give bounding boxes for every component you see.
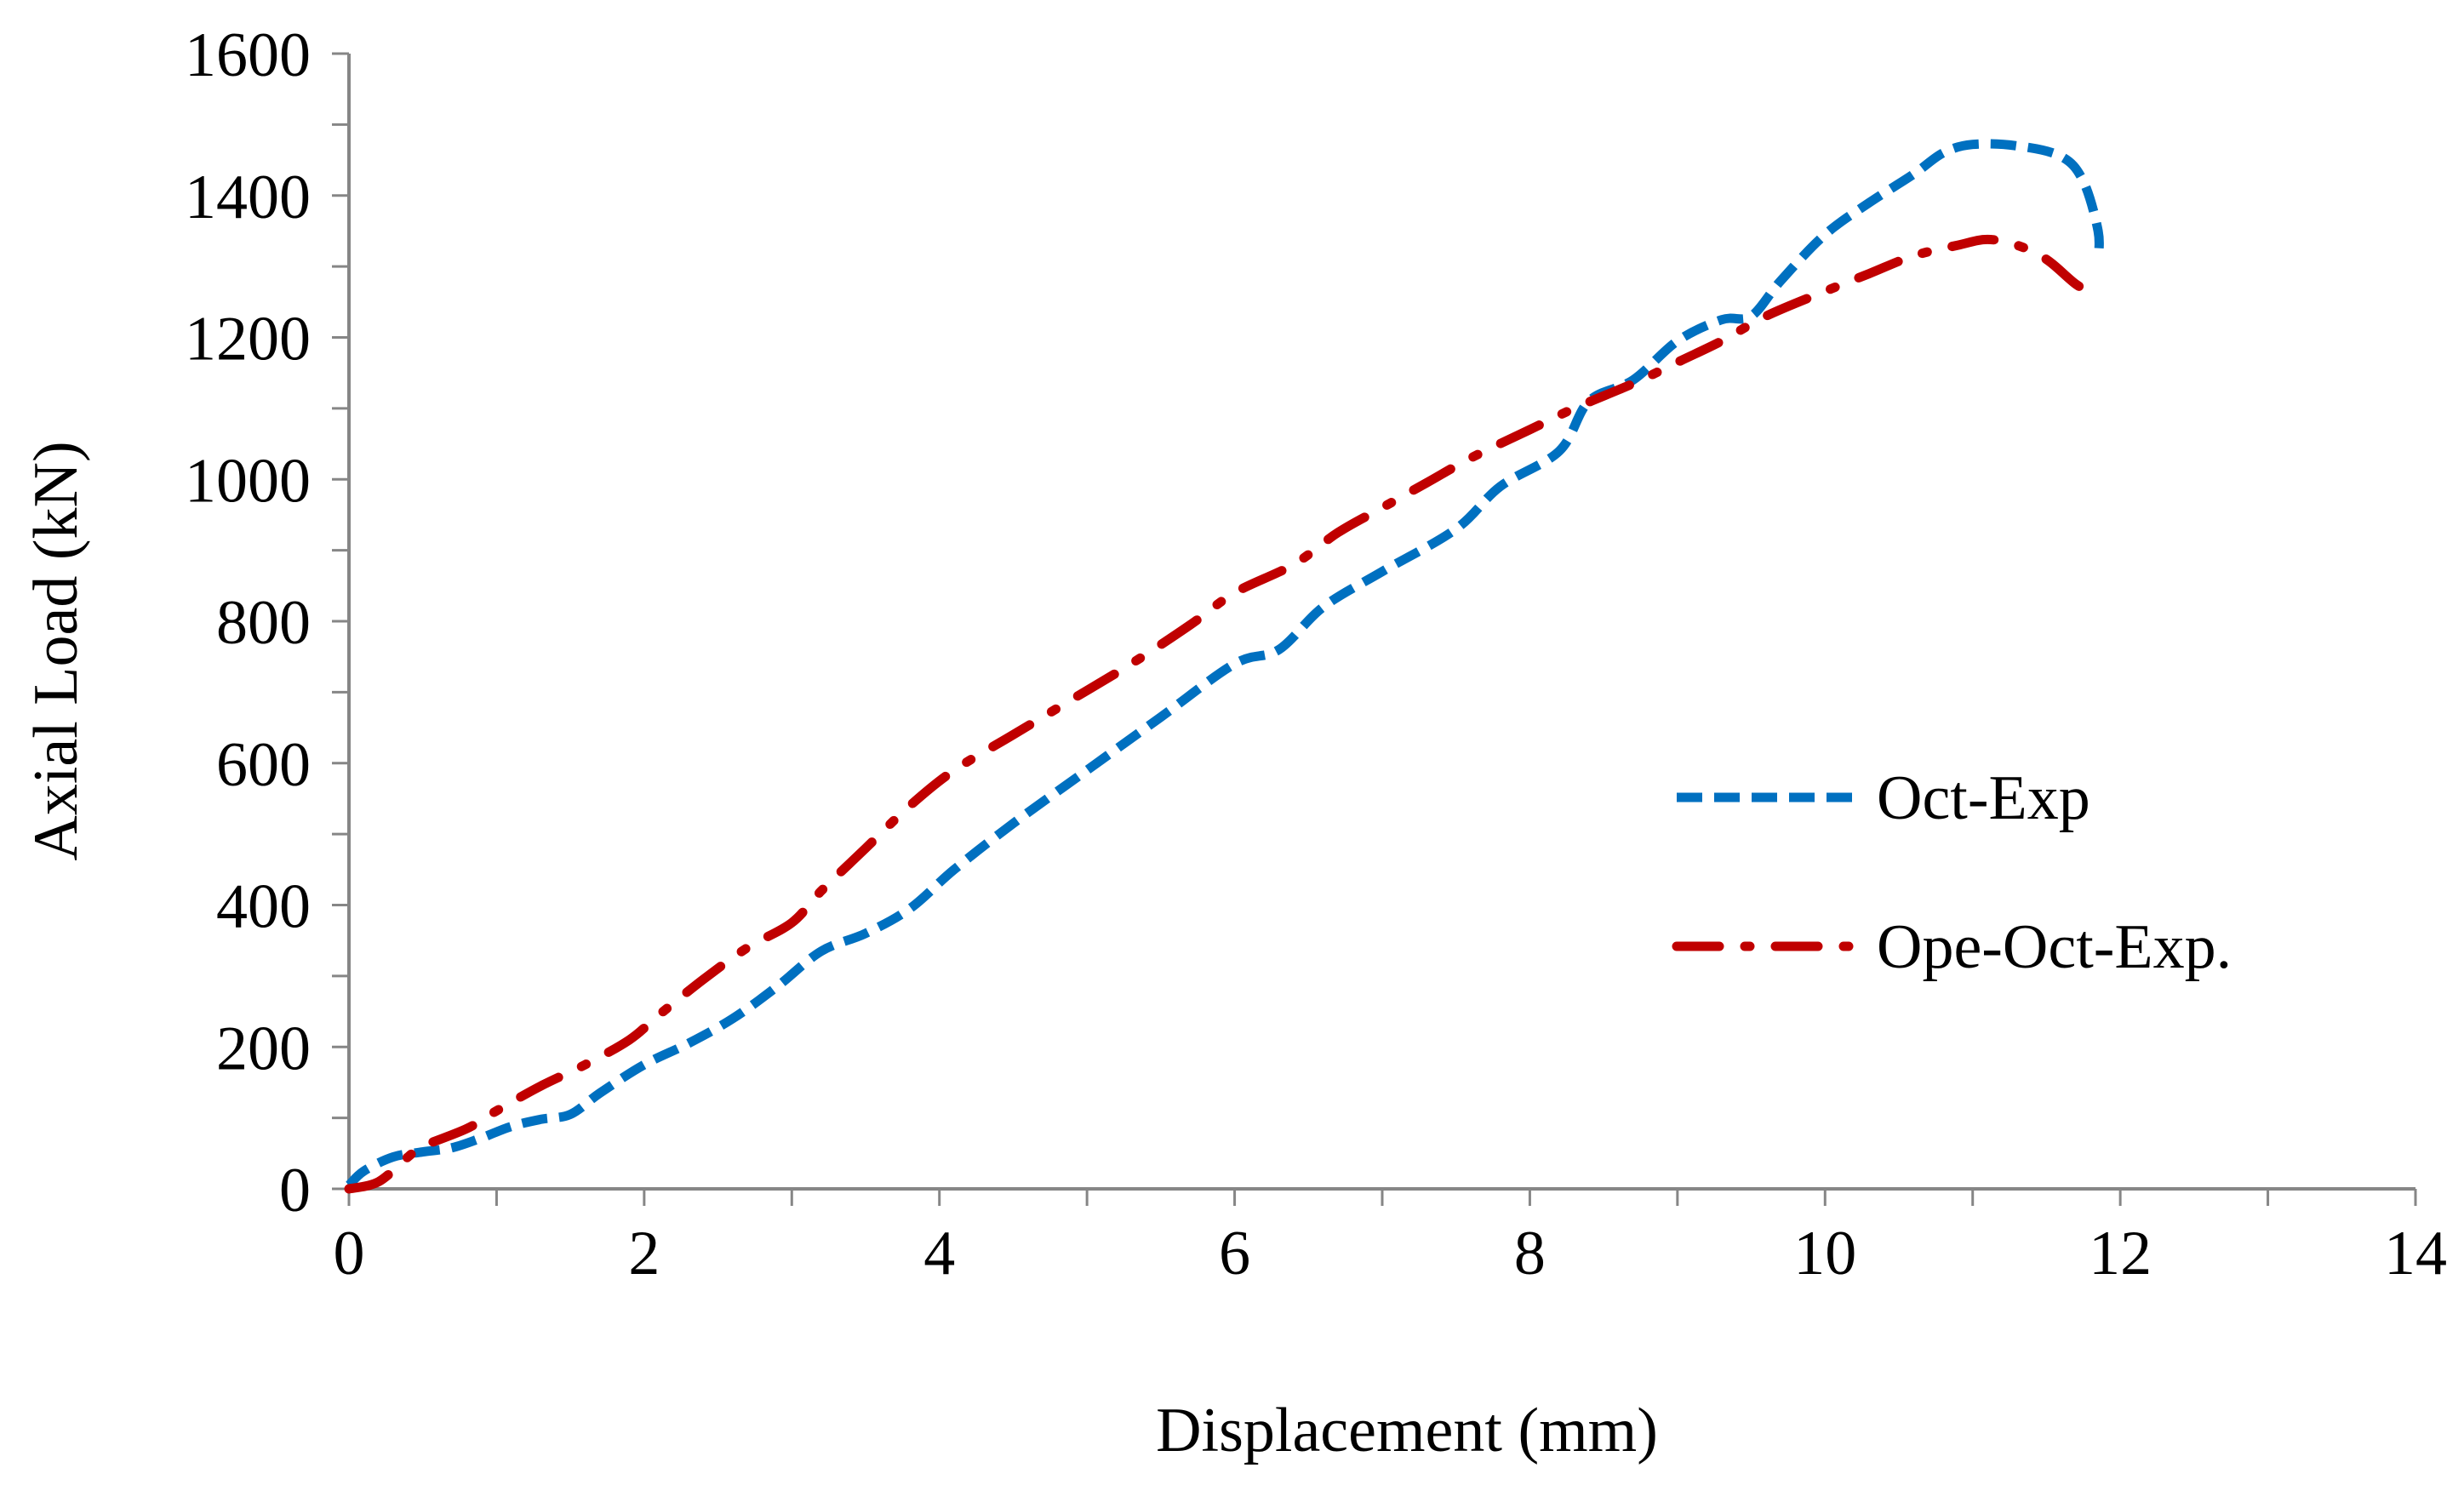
series-lines xyxy=(344,139,2104,1194)
legend-label-ope-oct-exp: Ope-Oct-Exp. xyxy=(1877,912,2232,982)
x-tick-label: 14 xyxy=(2384,1219,2447,1288)
y-tick-label: 1000 xyxy=(185,446,311,516)
y-tick-label: 400 xyxy=(216,872,311,942)
x-tick-label: 4 xyxy=(923,1219,955,1288)
x-axis-title: Displacement (mm) xyxy=(1156,1396,1658,1465)
y-tick-label: 600 xyxy=(216,730,311,800)
x-tick-label: 12 xyxy=(2089,1219,2152,1288)
y-tick-label: 1400 xyxy=(185,163,311,232)
legend: Oct-Exp Ope-Oct-Exp. xyxy=(1672,763,2232,982)
y-axis-title: Axial Load (kN) xyxy=(21,441,91,860)
x-tick-label: 10 xyxy=(1793,1219,1856,1288)
series-line-oct-exp xyxy=(346,139,2104,1189)
y-tick-label: 200 xyxy=(216,1014,311,1083)
y-tick-label: 1600 xyxy=(185,20,311,90)
axes: 0 2 4 6 8 10 12 14 0 200 400 600 800 1000 1200 1400 1600 xyxy=(185,20,2447,1288)
x-tick-label: 6 xyxy=(1219,1219,1250,1288)
y-tick-label: 800 xyxy=(216,588,311,658)
x-tick-label: 8 xyxy=(1514,1219,1546,1288)
x-tick-label: 2 xyxy=(628,1219,660,1288)
x-tick-label: 0 xyxy=(334,1219,365,1288)
y-tick-label: 0 xyxy=(279,1156,311,1225)
legend-label-oct-exp: Oct-Exp xyxy=(1877,763,2090,833)
y-tick-label: 1200 xyxy=(185,305,311,374)
series-line-ope-oct-exp xyxy=(344,234,2103,1194)
